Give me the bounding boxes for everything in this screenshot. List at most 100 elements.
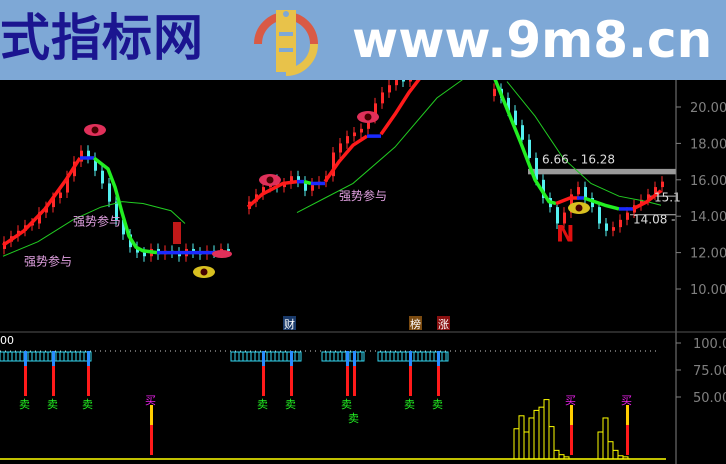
price-bar [283, 183, 286, 188]
sell-signal-label: 卖 [257, 398, 268, 411]
histogram-bar [607, 441, 614, 460]
sell-stem-top [346, 351, 349, 366]
price-band [528, 168, 676, 175]
sell-stem [437, 366, 440, 396]
price-bar [612, 227, 615, 231]
annotation-label: 15.1 [654, 191, 681, 205]
sell-signal-label: 卖 [432, 398, 443, 411]
price-bar [52, 198, 55, 208]
price-bar [304, 181, 307, 191]
buy-signal-label: 买 [621, 394, 632, 407]
price-bar [360, 128, 363, 133]
price-bar [528, 139, 531, 158]
histogram-bar [538, 406, 545, 460]
eye-pupil [91, 126, 99, 134]
eye-icon [259, 174, 281, 186]
sell-stem [409, 366, 412, 396]
y-tick-label: 20.00 [690, 101, 726, 116]
price-bar [570, 194, 573, 213]
y-tick-label: 18.00 [690, 137, 726, 152]
y-tick-label: 50.00 [693, 391, 726, 406]
event-tag [409, 316, 422, 330]
price-bar [227, 248, 230, 251]
price-bar [115, 201, 118, 220]
event-tag-label: 财 [284, 317, 295, 331]
eye-pupil [364, 113, 372, 121]
price-bar [143, 252, 146, 257]
y-tick-label: 100.0 [693, 337, 726, 352]
price-bar [535, 157, 538, 180]
histogram-bar [612, 449, 619, 460]
sell-signal-label: 卖 [341, 398, 352, 411]
price-bar [178, 252, 181, 257]
histogram-bar [602, 417, 609, 460]
trend-line-down [303, 179, 312, 186]
sell-stem [353, 366, 356, 396]
sell-signal-label: 卖 [19, 398, 30, 411]
histogram-bar [597, 431, 604, 460]
buy-stem [570, 425, 573, 455]
price-bar [311, 183, 314, 191]
price-bar [493, 88, 496, 97]
annotation-label: 强势参与 [73, 213, 121, 228]
price-bar [381, 92, 384, 104]
y-tick-label: 75.00 [693, 364, 726, 379]
lips-icon [212, 250, 232, 258]
price-bar [661, 181, 664, 188]
trend-line-down [583, 196, 620, 211]
sell-stem-top [409, 351, 412, 366]
trend-line-up [246, 179, 298, 209]
sell-stem-top [87, 351, 90, 366]
watermark-banner: 式指标网 www.9m8.cn [0, 0, 726, 80]
price-bar [66, 176, 69, 193]
histogram-bar [553, 449, 560, 460]
histogram-bar [533, 409, 540, 460]
y-tick-label: 16.00 [690, 174, 726, 189]
price-bar [87, 150, 90, 158]
price-bar [521, 125, 524, 140]
annotation-label: 强势参与 [339, 188, 387, 203]
sell-signal-label: 卖 [47, 398, 58, 411]
marker-8-icon [173, 222, 181, 244]
price-bar [38, 212, 41, 224]
eye-icon [193, 266, 215, 278]
sell-stem [346, 366, 349, 396]
y-tick-label: 10.00 [690, 283, 726, 298]
price-bar [339, 143, 342, 153]
pattern-n-label: N [556, 223, 574, 248]
histogram-bar [543, 399, 550, 460]
buy-stem [626, 425, 629, 455]
trend-line-down [491, 73, 557, 206]
signal-box [0, 351, 92, 362]
price-bar [507, 97, 510, 111]
price-bar [542, 179, 545, 198]
price-bar [94, 157, 97, 171]
sell-stem [290, 366, 293, 396]
price-bar [59, 192, 62, 198]
indicator-label: 00 [0, 334, 14, 347]
buy-signal-label: 买 [145, 394, 156, 407]
annotation-label: 强势参与 [24, 253, 72, 268]
annotation-label: 6.66 - 16.28 [542, 152, 615, 166]
y-tick-label: 12.00 [690, 247, 726, 262]
eye-pupil [266, 176, 274, 184]
sell-stem-top [24, 351, 27, 366]
price-bar [563, 212, 566, 224]
trend-line-up [323, 134, 368, 183]
price-bar [108, 183, 111, 202]
sell-stem-top [353, 351, 356, 366]
sell-stem [262, 366, 265, 396]
price-bar [654, 187, 657, 195]
annotation-label: 14.08 - [633, 212, 676, 226]
eye-icon [568, 202, 590, 214]
sell-signal-label: 卖 [404, 398, 415, 411]
histogram-bar [518, 415, 525, 460]
sell-signal-label: 卖 [348, 412, 359, 425]
price-bar [122, 219, 125, 235]
price-bar [332, 152, 335, 177]
y-tick-label: 14.00 [690, 210, 726, 225]
price-bar [584, 187, 587, 198]
sell-stem-top [437, 351, 440, 366]
